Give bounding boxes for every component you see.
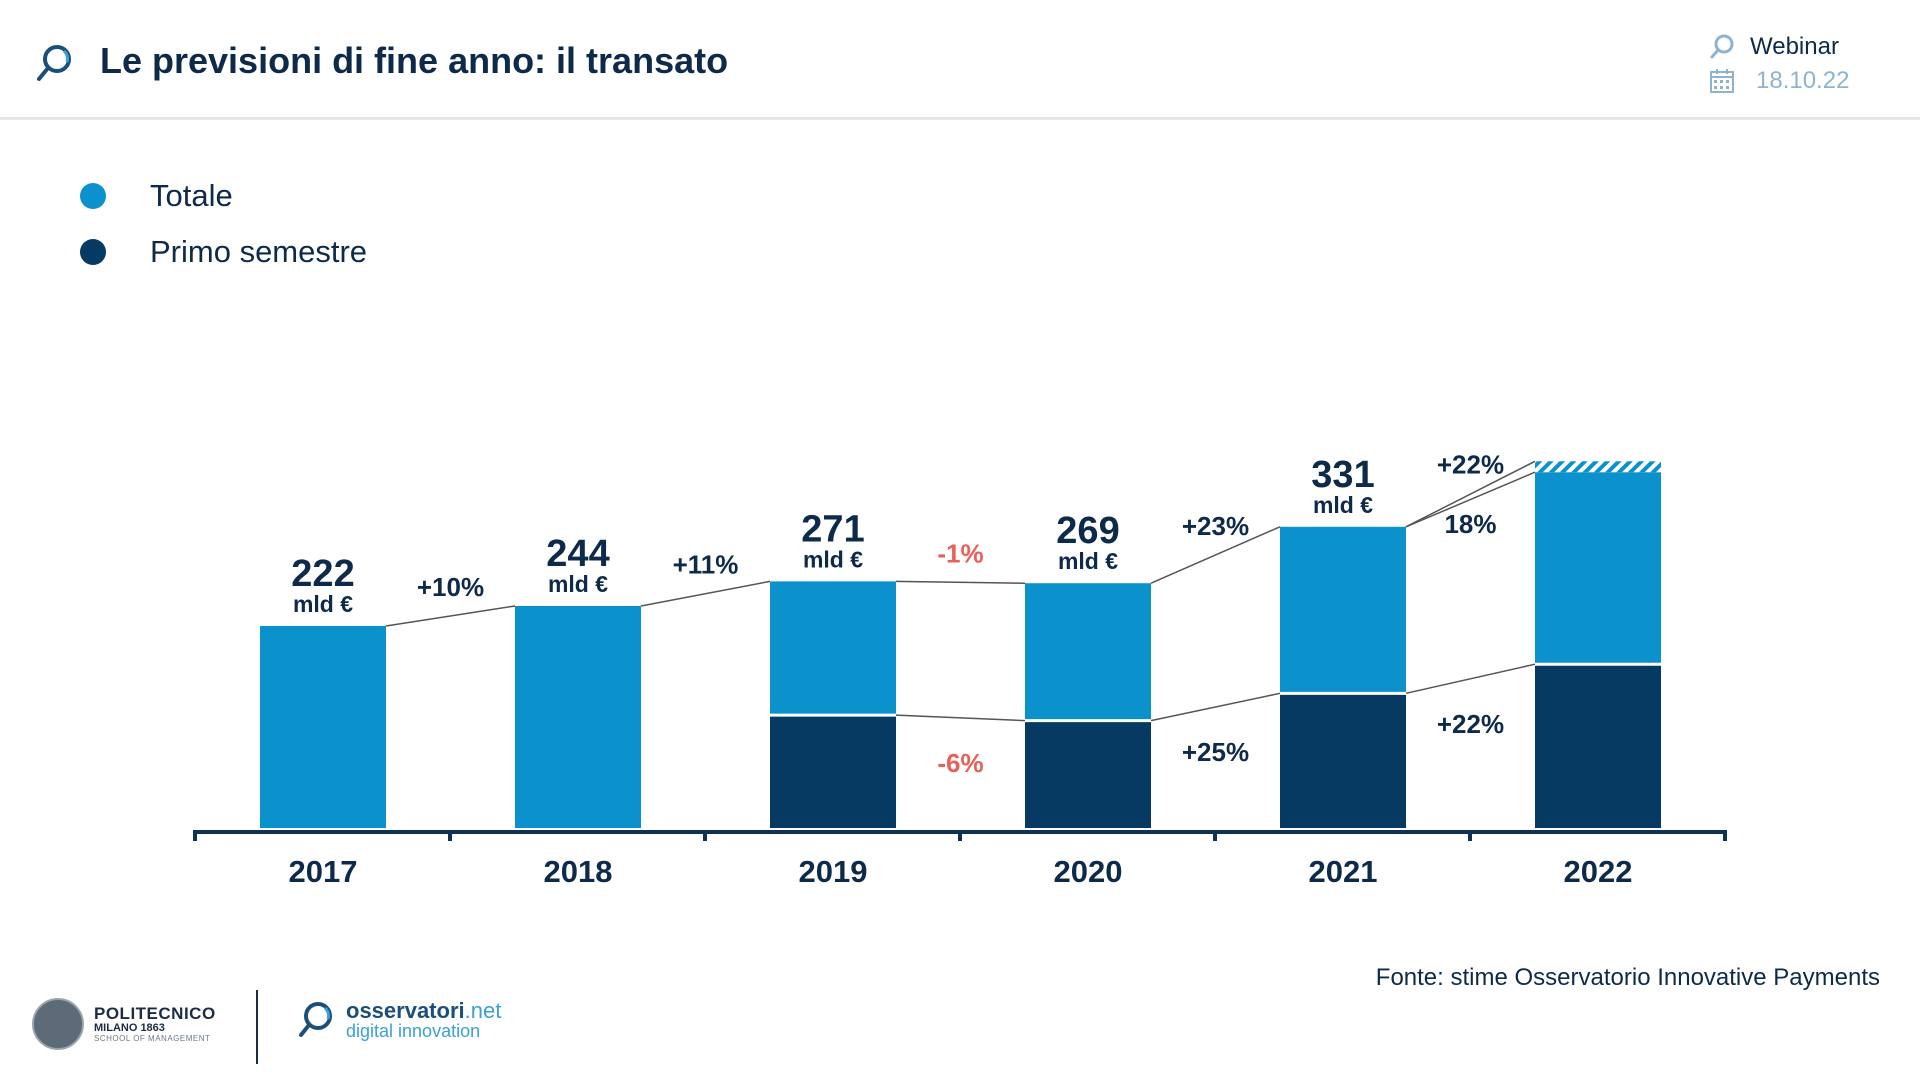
legend-item-primo-semestre: Primo semestre [80,224,367,280]
page-title: Le previsioni di fine anno: il transato [100,40,729,81]
growth-primo-semestre-2020: -6% [937,748,983,778]
osservatori-logo: osservatori.net digital innovation [296,1000,501,1040]
osservatori-name: osservatori [346,998,465,1023]
bar-primo-semestre-2019 [770,715,896,828]
bar-forecast-hatch-2022 [1535,461,1661,473]
legend-item-totale: Totale [80,168,367,224]
bar-totale-2018 [515,605,641,828]
x-tick-label-2019: 2019 [799,854,868,889]
unit-label-2018: mld € [548,571,608,597]
bar-primo-semestre-2020 [1025,720,1151,828]
chart-legend: Totale Primo semestre [80,168,367,280]
value-label-2018: 244 [546,533,609,575]
footer-divider [256,990,258,1064]
growth-totale-2019: +11% [673,550,739,580]
poli-city: MILANO 1863 [94,1021,165,1034]
x-tick-label-2021: 2021 [1309,854,1378,889]
politecnico-logo: POLITECNICO MILANO 1863 SCHOOL OF MANAGE… [32,998,216,1050]
legend-swatch-primo-semestre [80,239,106,265]
poli-school: SCHOOL OF MANAGEMENT [94,1033,211,1043]
event-info: Webinar 18.10.22 [1708,30,1888,100]
value-label-2021: 331 [1311,454,1374,496]
source-note: Fonte: stime Osservatorio Innovative Pay… [1375,964,1880,991]
x-tick-label-2022: 2022 [1564,854,1633,889]
growth-totale-2021: +23% [1182,511,1249,541]
x-tick-label-2018: 2018 [544,854,613,889]
osservatori-tagline: digital innovation [346,1021,481,1041]
connector-totale-2017 [385,605,516,627]
connector-primo-semestre-2019 [895,714,1026,722]
growth-totale-2020: -1% [937,538,983,568]
growth-primo-semestre-2022: +22% [1437,709,1504,739]
poli-name: POLITECNICO [94,1004,216,1024]
growth-forecast-2022: +22% [1437,449,1504,479]
magnifier-logo-icon [37,45,71,81]
event-date: 18.10.22 [1756,67,1850,94]
calendar-icon [1710,69,1734,93]
osservatori-magnifier-icon [299,1002,332,1037]
legend-label-primo-semestre: Primo semestre [150,234,368,269]
unit-label-2019: mld € [803,546,863,572]
legend-swatch-totale [80,183,106,209]
legend-label-totale: Totale [150,178,233,213]
politecnico-seal-icon [32,998,84,1050]
x-tick-label-2017: 2017 [289,854,358,889]
bar-totale-2017 [260,625,386,828]
header: Le previsioni di fine anno: il transato … [0,0,1920,120]
osservatori-suffix: .net [464,998,502,1023]
unit-label-2021: mld € [1313,492,1373,518]
bar-primo-semestre-2021 [1280,693,1406,828]
webinar-icon [1710,34,1734,59]
value-label-2019: 271 [801,508,864,550]
connector-primo-semestre-2021 [1405,663,1536,695]
connector-totale-2021 [1405,471,1536,528]
unit-label-2017: mld € [293,591,353,617]
connector-forecast [1405,460,1536,528]
connector-totale-2020 [1150,526,1281,584]
connector-totale-2019 [895,580,1026,584]
value-label-2020: 269 [1056,510,1119,552]
connector-primo-semestre-2020 [1150,692,1281,722]
webinar-label: Webinar [1750,33,1839,60]
bar-primo-semestre-2022 [1535,664,1661,828]
value-label-2017: 222 [291,553,354,595]
growth-totale-2018: +10% [417,572,484,602]
x-tick-label-2020: 2020 [1054,854,1123,889]
growth-primo-semestre-2021: +25% [1182,737,1249,767]
growth-totale-2022: 18% [1444,509,1496,539]
connector-totale-2018 [640,580,771,607]
unit-label-2020: mld € [1058,548,1118,574]
